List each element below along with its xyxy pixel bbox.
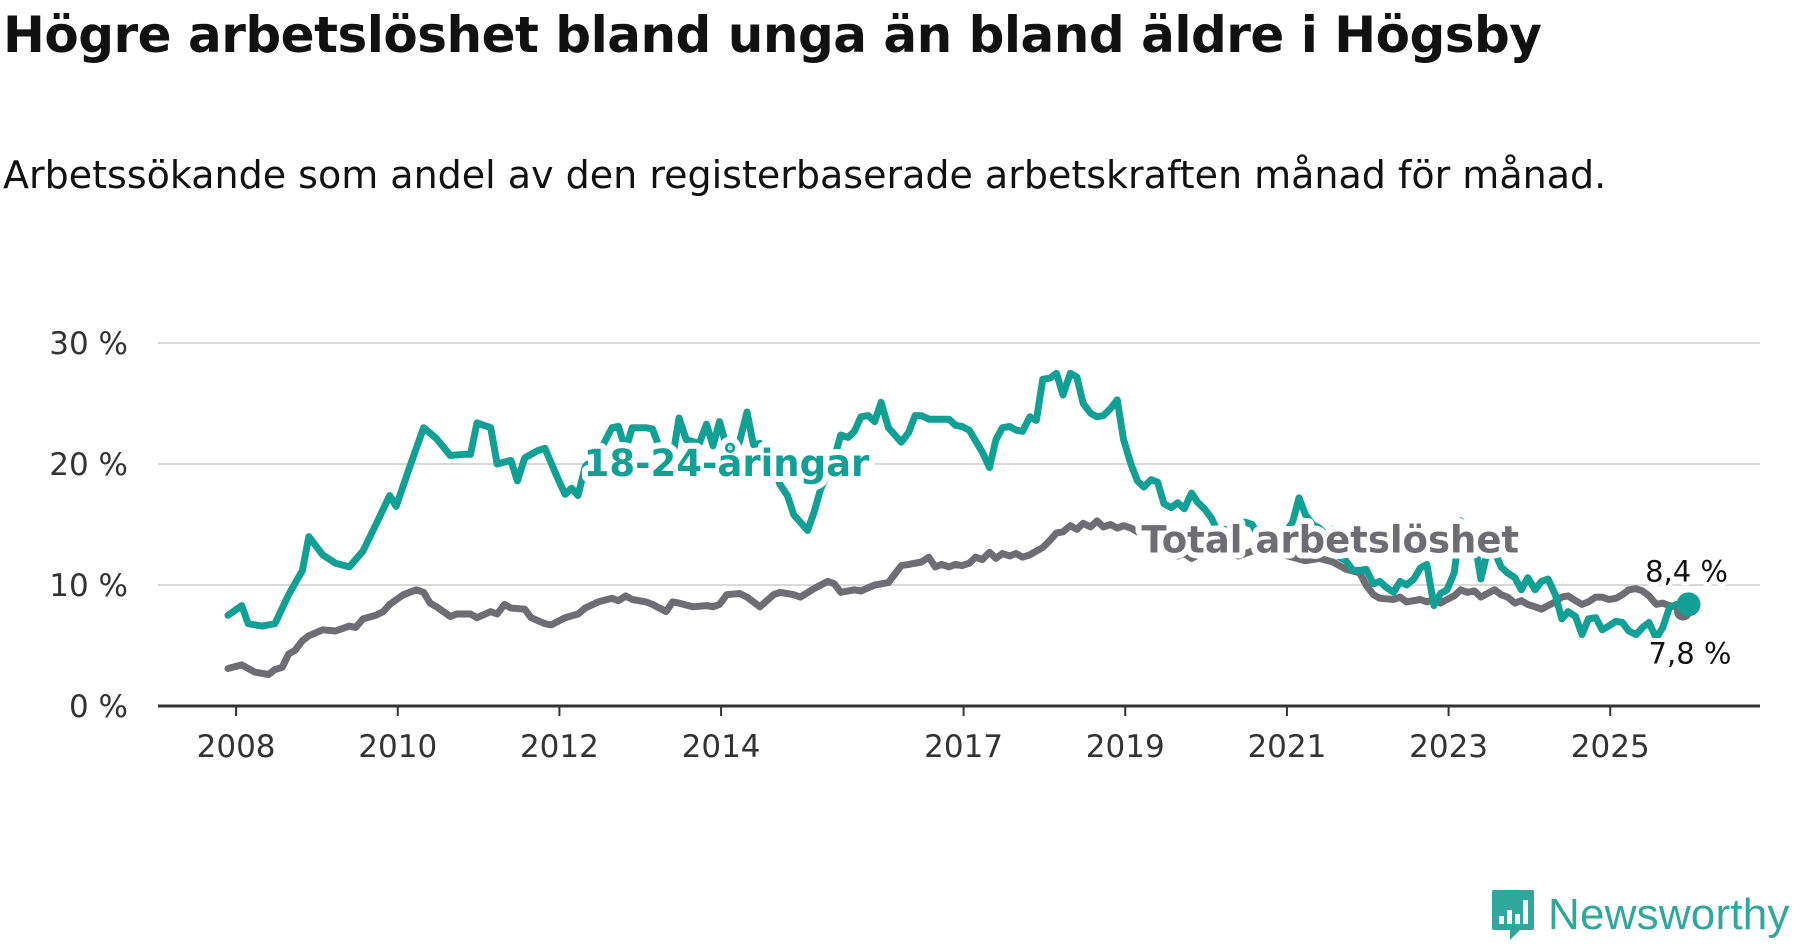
x-tick-label: 2014 <box>682 729 761 765</box>
series-line-youth <box>224 369 1680 642</box>
y-tick-label: 0 % <box>69 689 128 725</box>
newsworthy-logo: Newsworthy <box>1490 888 1790 942</box>
y-axis-ticks: 0 % 10 % 20 % 30 % <box>49 326 128 725</box>
x-tick-label: 2023 <box>1409 729 1488 765</box>
x-tick-label: 2008 <box>197 729 276 765</box>
x-axis: 2008 2010 2012 2014 2017 2019 2021 2023 2025 <box>158 704 1760 765</box>
series-line-total <box>224 517 1687 678</box>
end-label-youth: 8,4 % <box>1645 554 1728 588</box>
y-tick-label: 10 % <box>49 568 128 604</box>
chart-title: Högre arbetslöshet bland unga än bland ä… <box>3 6 1542 64</box>
end-label-total: 7,8 % <box>1649 637 1732 671</box>
series-lines <box>224 369 1701 678</box>
x-tick-label: 2010 <box>358 729 437 765</box>
newsworthy-logo-icon <box>1492 890 1534 940</box>
line-chart: 0 % 10 % 20 % 30 % 2008 2010 2012 2014 2017 2019… <box>49 326 1760 765</box>
series-label-total: Total arbetslöshet <box>1141 518 1519 561</box>
x-tick-label: 2021 <box>1247 729 1326 765</box>
y-tick-label: 20 % <box>49 447 128 483</box>
series-label-youth: 18-24-åringar <box>584 442 870 485</box>
x-tick-label: 2025 <box>1571 729 1650 765</box>
end-point-youth <box>1676 592 1701 617</box>
newsworthy-logo-text: Newsworthy <box>1548 890 1790 939</box>
x-tick-label: 2019 <box>1086 729 1165 765</box>
x-tick-label: 2012 <box>520 729 599 765</box>
series-labels: 8,4 % 7,8 % 18-24-åringar Total arbetslöshe… <box>578 436 1736 675</box>
y-tick-label: 30 % <box>49 326 128 362</box>
chart-subtitle: Arbetssökande som andel av den registerb… <box>3 153 1607 197</box>
x-tick-label: 2017 <box>924 729 1003 765</box>
gridlines <box>158 342 1760 586</box>
